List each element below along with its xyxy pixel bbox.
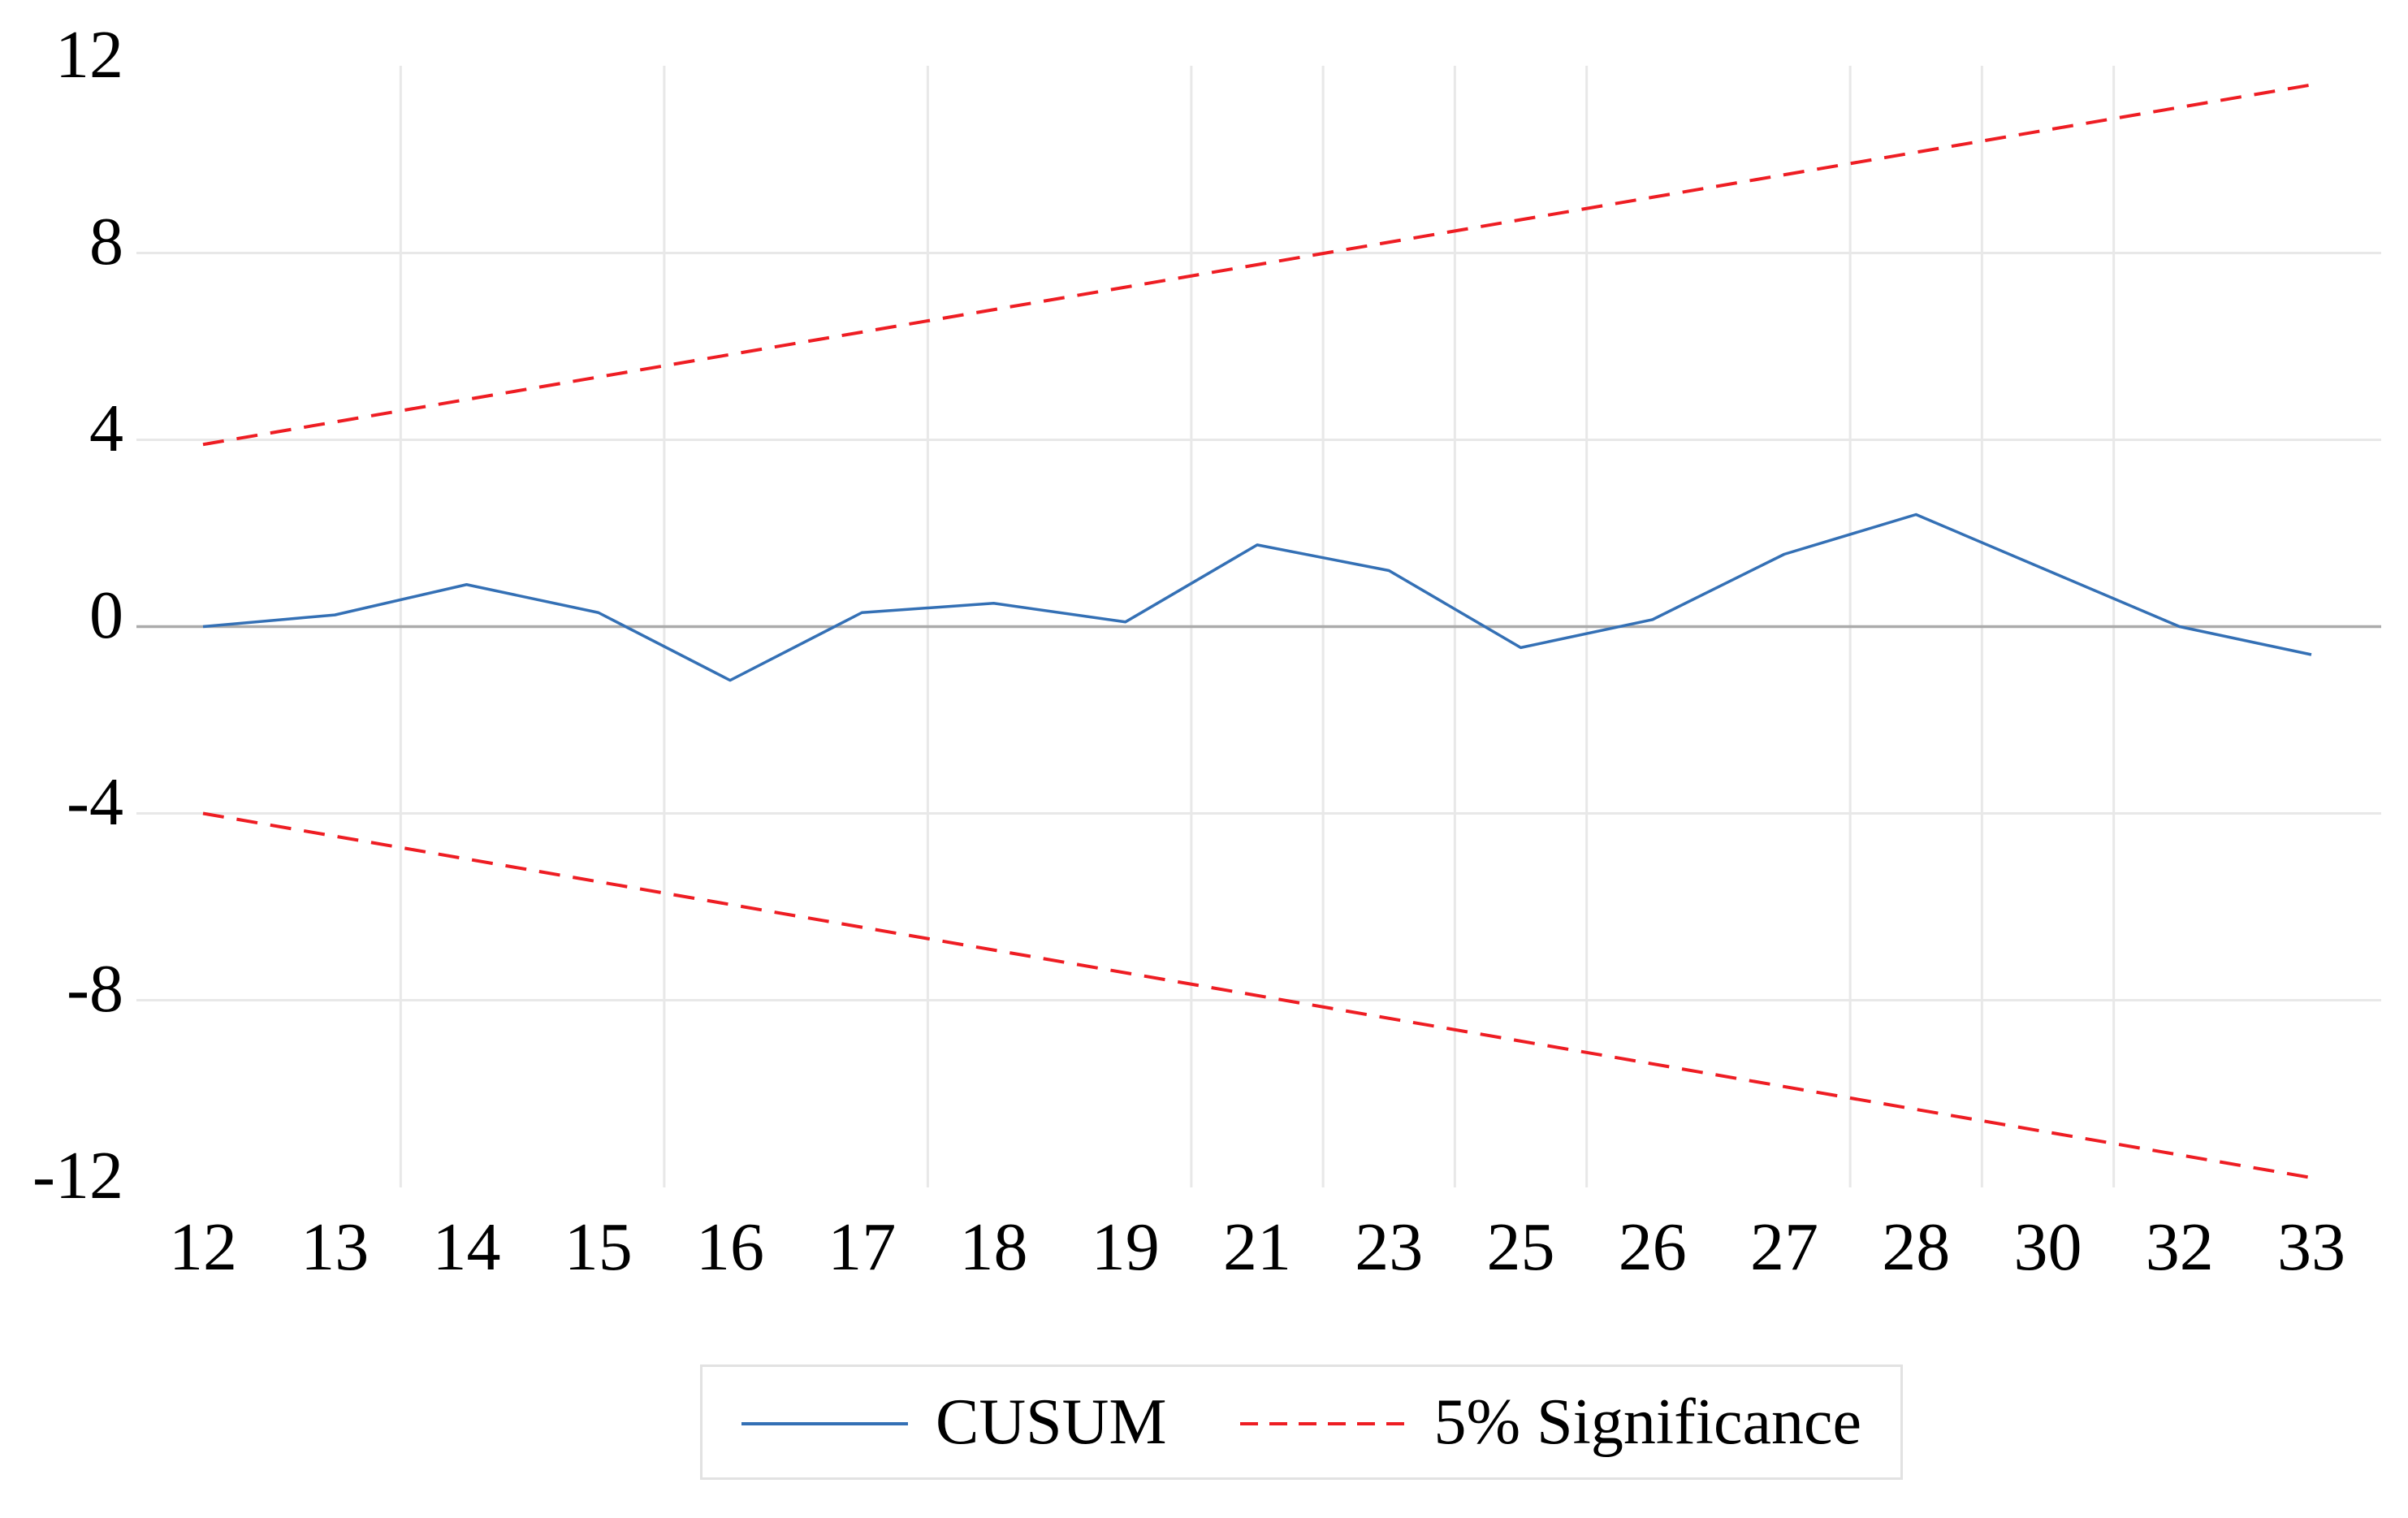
- y-axis-tick-label: -12: [32, 1137, 123, 1213]
- significance-upper-line: [202, 83, 2312, 447]
- x-axis-tick-label: 14: [432, 1209, 501, 1285]
- x-axis-tick-label: 15: [564, 1209, 633, 1285]
- cusum-line-sample: [741, 1422, 908, 1425]
- x-axis-tick-label: 26: [1618, 1209, 1687, 1285]
- x-axis-tick-label: 23: [1355, 1209, 1424, 1285]
- legend-label-cusum: CUSUM: [936, 1386, 1167, 1458]
- x-axis-tick-label: 13: [300, 1209, 370, 1285]
- x-axis-tick-label: 25: [1486, 1209, 1555, 1285]
- x-axis-tick-label: 17: [828, 1209, 897, 1285]
- y-axis-tick-label: -8: [67, 950, 123, 1027]
- x-axis-tick-label: 33: [2277, 1209, 2345, 1285]
- x-axis-tick-label: 27: [1750, 1209, 1818, 1285]
- x-axis-tick-label: 21: [1223, 1209, 1291, 1285]
- x-axis-tick-label: 19: [1091, 1209, 1160, 1285]
- significance-lower-line: [202, 811, 2312, 1179]
- y-axis-tick-label: 0: [89, 577, 123, 653]
- x-axis-tick-label: 32: [2145, 1209, 2214, 1285]
- y-axis-tick-label: 8: [89, 203, 123, 279]
- y-axis-tick-label: 12: [55, 16, 123, 93]
- x-axis-tick-label: 18: [959, 1209, 1028, 1285]
- y-axis-tick-label: 4: [89, 390, 123, 466]
- x-axis-tick-label: 12: [169, 1209, 237, 1285]
- legend-entry-significance: 5% Significance: [1239, 1386, 1862, 1458]
- cusum-series-line: [202, 512, 2312, 682]
- x-axis-tick-label: 30: [2013, 1209, 2082, 1285]
- legend-label-significance: 5% Significance: [1433, 1386, 1862, 1458]
- significance-line-sample: [1239, 1422, 1407, 1425]
- legend-entry-cusum: CUSUM: [741, 1386, 1167, 1458]
- x-axis-tick-label: 16: [696, 1209, 764, 1285]
- y-axis-tick-label: -4: [67, 763, 123, 840]
- legend: CUSUM 5% Significance: [700, 1364, 1904, 1480]
- x-axis-tick-label: 28: [1882, 1209, 1951, 1285]
